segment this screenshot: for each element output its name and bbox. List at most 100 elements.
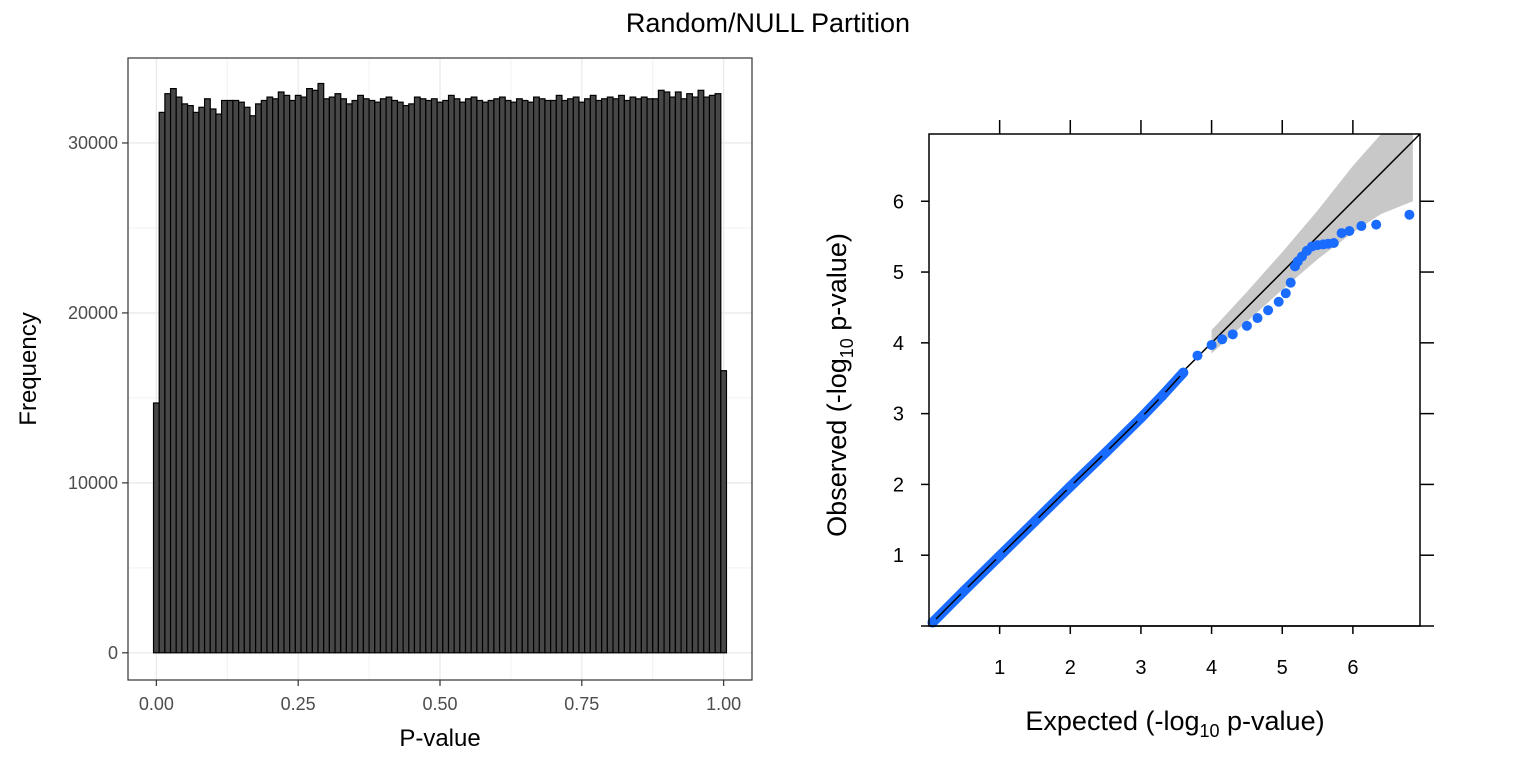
- histogram-bar: [277, 91, 285, 654]
- histogram-bar: [521, 99, 529, 654]
- histogram-bar: [232, 99, 240, 654]
- histogram-bar: [703, 96, 711, 654]
- histogram-bar: [550, 99, 557, 654]
- qq-point: [1227, 329, 1238, 340]
- histogram-bar: [334, 93, 342, 654]
- histogram-bar: [555, 94, 563, 654]
- histogram-bar: [283, 94, 291, 654]
- qq-x-tick-label: 3: [1135, 657, 1146, 679]
- histogram-bar: [203, 98, 211, 654]
- histogram-bar: [379, 98, 387, 654]
- histogram-bar: [408, 103, 416, 654]
- qq-point: [1252, 313, 1263, 324]
- histogram-bar: [158, 111, 166, 654]
- histogram-bar: [152, 402, 160, 654]
- histogram-bar: [510, 101, 518, 654]
- histogram-bar: [453, 98, 461, 654]
- histogram-bar: [226, 99, 234, 654]
- histogram-bar: [198, 106, 206, 654]
- histogram-bar: [652, 98, 660, 654]
- histogram-bar: [447, 94, 455, 654]
- histogram-bar: [538, 98, 546, 654]
- histogram-bar: [476, 99, 484, 654]
- histogram-bar: [674, 91, 682, 654]
- histogram-bar: [589, 94, 597, 654]
- qq-x-tick-label: 1: [994, 657, 1005, 679]
- histogram-x-tick-label: 0.25: [281, 694, 316, 714]
- qq-point: [1273, 296, 1284, 307]
- qq-point: [1263, 305, 1274, 316]
- histogram-y-tick-label: 0: [108, 643, 118, 663]
- histogram-bar: [323, 98, 330, 654]
- histogram-bar: [481, 101, 489, 654]
- histogram-bar: [714, 93, 722, 654]
- qq-point: [1217, 334, 1228, 345]
- histogram-bar: [646, 98, 654, 654]
- qq-y-tick-label: 3: [893, 404, 904, 426]
- histogram-bar: [169, 87, 177, 654]
- qq-point: [927, 617, 938, 628]
- histogram-bar: [515, 98, 523, 654]
- histogram-bar: [260, 99, 268, 654]
- histogram-bar: [584, 98, 591, 654]
- histogram-bar: [595, 99, 603, 654]
- histogram-bar: [362, 98, 370, 654]
- histogram-bar: [396, 101, 404, 654]
- histogram-bar: [368, 99, 376, 654]
- histogram-bar: [680, 98, 688, 654]
- histogram-bar: [345, 103, 353, 654]
- histogram-bar: [623, 99, 631, 654]
- histogram-bar: [498, 96, 506, 654]
- histogram-bar: [209, 108, 217, 654]
- qq-point: [1371, 219, 1382, 230]
- qq-point: [1206, 339, 1217, 350]
- histogram-bar: [567, 98, 574, 654]
- histogram-bar: [175, 96, 183, 654]
- histogram-bar: [357, 94, 365, 654]
- histogram-chart: 0.00 0.25 0.50 0.75 1.00 0 10000 20000 30000 P-…: [15, 57, 753, 752]
- histogram-bar: [294, 94, 302, 654]
- histogram-bar: [720, 370, 728, 654]
- histogram-bar: [578, 101, 586, 654]
- qq-y-axis-title: Observed (-log10 p-value): [822, 233, 857, 537]
- histogram-bar: [186, 104, 194, 654]
- histogram-bar: [181, 103, 189, 654]
- histogram-bar: [561, 99, 569, 654]
- histogram-bar: [425, 99, 433, 654]
- figure-title: Random/NULL Partition: [626, 8, 910, 38]
- histogram-bar: [459, 101, 467, 654]
- histogram-bar: [340, 98, 347, 654]
- qq-y-tick-label: 4: [893, 333, 904, 355]
- qq-point: [1285, 277, 1296, 288]
- qq-point: [1336, 228, 1347, 239]
- qq-x-axis-title: Expected (-log10 p-value): [1025, 706, 1324, 741]
- histogram-bar: [606, 96, 614, 654]
- qq-x-tick-label: 2: [1065, 657, 1076, 679]
- histogram-bar: [266, 96, 274, 654]
- histogram-y-tick-label: 20000: [68, 303, 118, 323]
- qq-point: [1029, 516, 1040, 527]
- histogram-y-axis-title: Frequency: [15, 312, 42, 425]
- histogram-bar: [430, 98, 438, 654]
- histogram-bar: [255, 103, 262, 654]
- histogram-x-ticks: 0.00 0.25 0.50 0.75 1.00: [139, 680, 741, 714]
- histogram-x-tick-label: 0.00: [139, 694, 174, 714]
- histogram-bar: [164, 93, 172, 654]
- histogram-bar: [657, 89, 665, 654]
- qq-point: [1241, 320, 1252, 331]
- histogram-bar: [635, 98, 642, 654]
- histogram-x-tick-label: 1.00: [706, 694, 741, 714]
- histogram-bar: [374, 101, 382, 654]
- qq-y-tick-label: 5: [893, 262, 904, 284]
- histogram-bar: [351, 99, 359, 654]
- histogram-bar: [436, 101, 444, 654]
- histogram-bar: [663, 91, 671, 654]
- histogram-y-tick-label: 10000: [68, 473, 118, 493]
- qq-point: [1135, 412, 1146, 423]
- qq-point: [1404, 209, 1415, 220]
- histogram-bar: [402, 104, 410, 654]
- histogram-bar: [221, 99, 228, 654]
- qq-point: [1192, 350, 1203, 361]
- histogram-bar: [215, 113, 223, 654]
